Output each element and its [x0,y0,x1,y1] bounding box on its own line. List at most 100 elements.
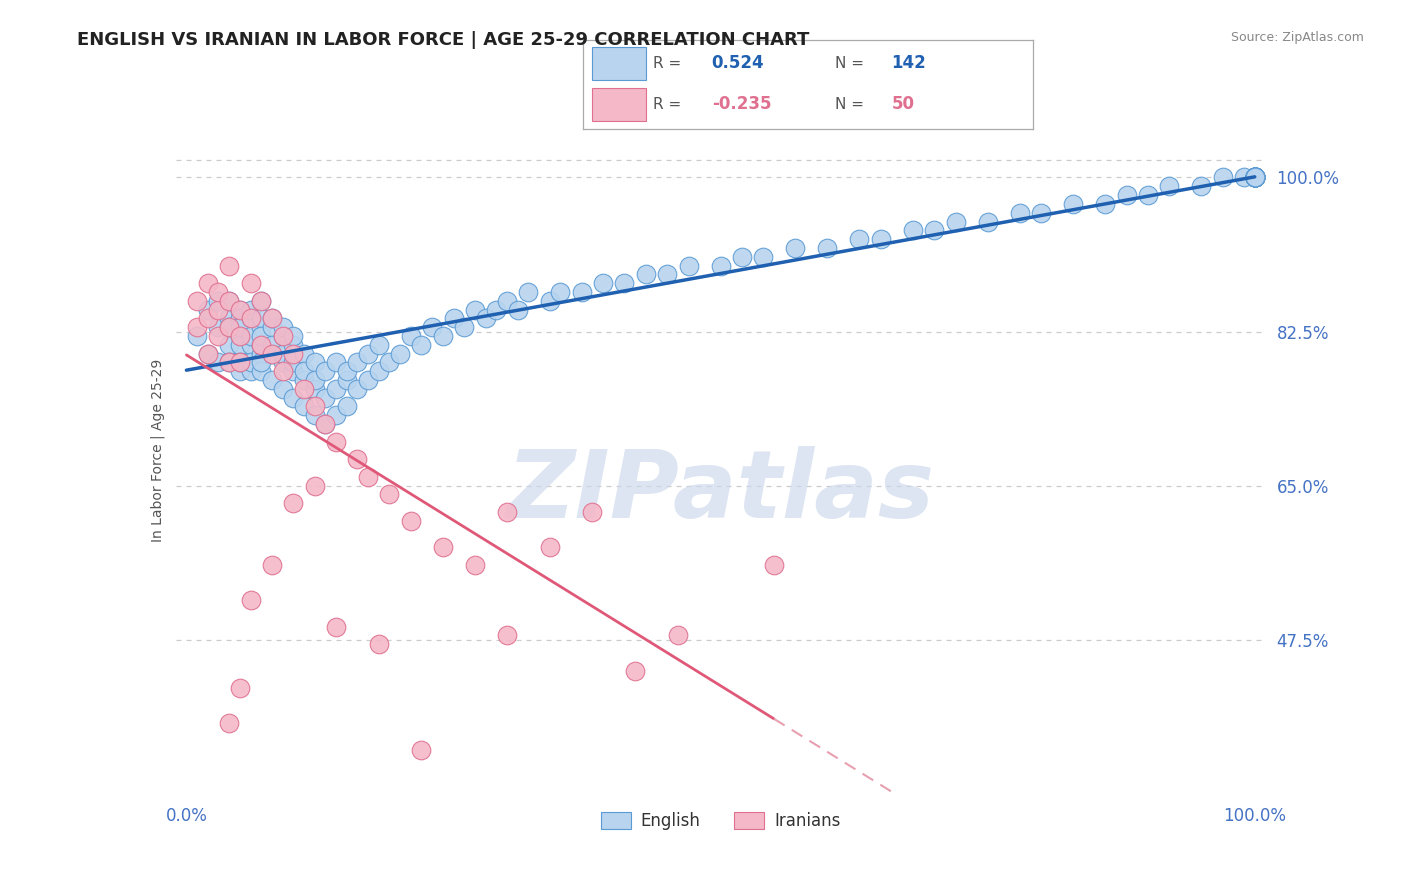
Point [260,558,283,572]
Point [1243,170,1265,185]
Point [304,400,326,414]
Point [218,716,240,731]
Point [731,250,754,264]
Point [304,355,326,369]
Point [346,382,368,396]
Point [314,391,336,405]
Point [271,320,294,334]
Point [752,250,775,264]
Point [283,329,305,343]
Point [474,311,496,326]
Point [239,338,262,352]
Point [1243,170,1265,185]
Point [260,338,283,352]
Point [1243,170,1265,185]
Point [229,302,252,317]
Point [239,302,262,317]
Point [1243,170,1265,185]
Point [271,364,294,378]
Point [229,355,252,369]
Point [815,241,838,255]
Point [399,329,422,343]
Point [325,355,347,369]
FancyBboxPatch shape [592,87,647,120]
Text: N =: N = [835,56,865,70]
Point [1243,170,1265,185]
Point [922,223,945,237]
Point [432,541,454,555]
Point [250,329,273,343]
Point [218,293,240,308]
Point [367,364,389,378]
Point [1233,170,1256,185]
Point [207,355,229,369]
Point [250,293,273,308]
Point [229,320,252,334]
Point [314,364,336,378]
Point [1008,205,1031,219]
Y-axis label: In Labor Force | Age 25-29: In Labor Force | Age 25-29 [150,359,165,542]
Point [411,743,433,757]
Point [443,311,465,326]
Point [239,311,262,326]
Point [550,285,572,299]
Point [218,338,240,352]
Point [250,338,273,352]
Point [239,355,262,369]
Point [624,664,647,678]
Point [304,382,326,396]
Point [336,400,359,414]
Point [666,628,689,642]
Text: N =: N = [835,97,865,112]
Point [292,373,315,387]
Point [260,320,283,334]
Point [325,619,347,633]
Point [250,364,273,378]
Point [1243,170,1265,185]
Text: ZIPatlas: ZIPatlas [506,446,935,538]
Point [229,311,252,326]
Point [229,329,252,343]
Point [571,285,593,299]
Text: -0.235: -0.235 [711,95,772,113]
Text: R =: R = [654,97,682,112]
Point [1243,170,1265,185]
Point [283,496,305,510]
Point [1115,188,1137,202]
Point [218,355,240,369]
Point [186,293,208,308]
Text: 50: 50 [891,95,915,113]
Point [292,346,315,360]
Point [207,285,229,299]
Point [283,391,305,405]
Text: R =: R = [654,56,682,70]
Point [613,276,636,290]
Point [271,346,294,360]
Point [292,400,315,414]
Point [271,329,294,343]
Point [357,470,380,484]
Point [1243,170,1265,185]
Point [1094,197,1116,211]
Point [496,628,519,642]
Point [271,355,294,369]
Point [496,505,519,519]
Point [218,311,240,326]
Point [197,346,219,360]
Point [218,293,240,308]
Point [485,302,508,317]
Point [1243,170,1265,185]
Point [260,346,283,360]
Point [218,259,240,273]
Point [283,364,305,378]
FancyBboxPatch shape [592,46,647,80]
Point [592,276,614,290]
Point [389,346,412,360]
Point [357,346,380,360]
Point [1243,170,1265,185]
Point [336,373,359,387]
Point [229,364,252,378]
Point [229,329,252,343]
Point [292,364,315,378]
Point [1243,170,1265,185]
